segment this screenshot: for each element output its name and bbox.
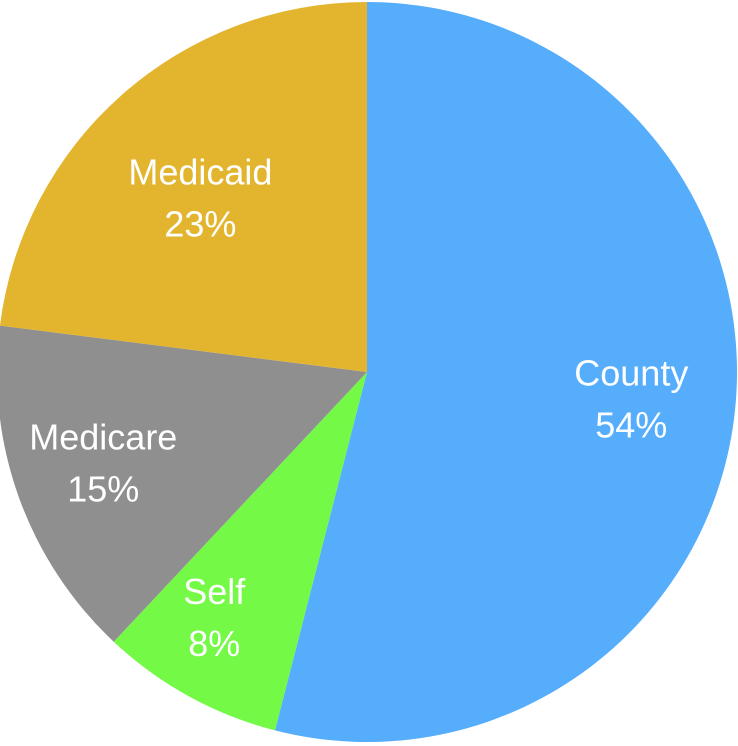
pie-slice-self xyxy=(113,372,368,731)
slice-value-medicare: 15% xyxy=(67,469,139,510)
slice-value-self: 8% xyxy=(188,623,240,664)
slice-label-county: County xyxy=(574,352,688,393)
slice-label-self: Self xyxy=(183,571,246,612)
slice-value-medicaid: 23% xyxy=(164,203,236,244)
pie-slice-county xyxy=(274,2,737,743)
pie-slice-medicare xyxy=(0,325,367,642)
pie-labels: County 54% Self 8% Medicare 15% Medicaid 23% xyxy=(29,151,688,664)
slice-label-medicare: Medicare xyxy=(29,417,177,458)
pie-slice-medicaid xyxy=(0,2,367,372)
slice-value-county: 54% xyxy=(595,404,667,445)
slice-label-medicaid: Medicaid xyxy=(128,151,272,192)
